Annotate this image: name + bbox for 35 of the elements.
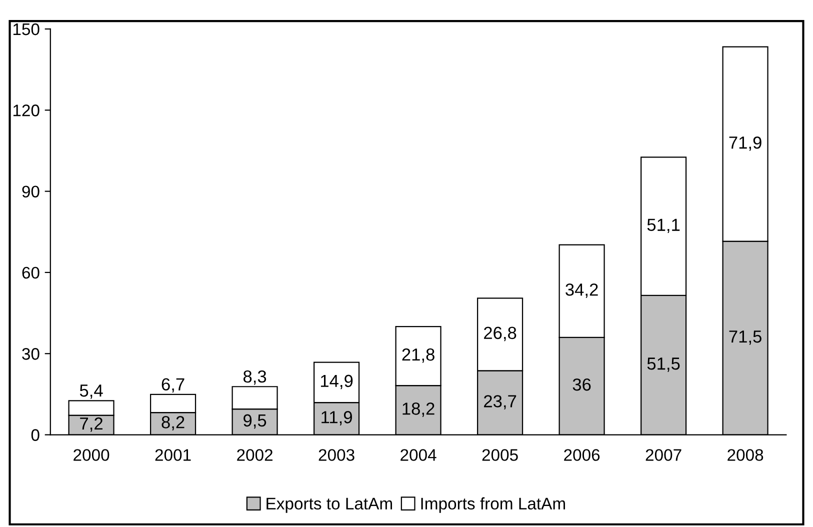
x-tick-label: 2000 bbox=[74, 449, 110, 461]
x-tick-label: 2001 bbox=[155, 449, 191, 461]
data-label: 7,2 bbox=[80, 417, 102, 432]
data-label: 14,9 bbox=[320, 374, 353, 390]
x-tick-label: 2002 bbox=[237, 449, 272, 461]
data-label: 36 bbox=[572, 378, 591, 391]
data-label: 6,7 bbox=[162, 378, 184, 393]
data-label: 34,2 bbox=[566, 283, 598, 298]
data-label: 71,5 bbox=[729, 330, 762, 345]
x-tick-label: 2005 bbox=[482, 449, 518, 461]
y-tick-label: 30 bbox=[22, 348, 40, 360]
data-label: 9,5 bbox=[244, 414, 266, 429]
y-tick-label: 150 bbox=[13, 23, 40, 36]
legend-label: Exports to LatAm bbox=[266, 498, 392, 513]
data-label: 26,8 bbox=[484, 326, 516, 342]
y-tick-label: 120 bbox=[13, 104, 40, 116]
data-label: 18,2 bbox=[402, 402, 434, 417]
x-tick-label: 2006 bbox=[564, 449, 600, 461]
data-label: 11,9 bbox=[322, 411, 352, 426]
data-label: 5,4 bbox=[80, 384, 103, 399]
data-label: 21,8 bbox=[402, 348, 434, 363]
x-tick-label: 2004 bbox=[400, 449, 436, 461]
x-tick-label: 2008 bbox=[728, 449, 764, 461]
data-label: 23,7 bbox=[484, 395, 516, 410]
y-tick-label: 60 bbox=[22, 266, 40, 279]
y-tick-label: 90 bbox=[22, 186, 40, 198]
data-label: 8,2 bbox=[162, 416, 184, 430]
data-label: 8,3 bbox=[243, 370, 266, 385]
legend-label: Imports from LatAm bbox=[421, 497, 565, 513]
x-tick-label: 2003 bbox=[318, 449, 354, 461]
data-label: 51,1 bbox=[647, 218, 680, 234]
x-tick-label: 2007 bbox=[646, 449, 682, 461]
data-label: 71,9 bbox=[729, 136, 762, 151]
data-label: 51,5 bbox=[647, 358, 680, 372]
y-tick-label: 0 bbox=[31, 429, 40, 441]
